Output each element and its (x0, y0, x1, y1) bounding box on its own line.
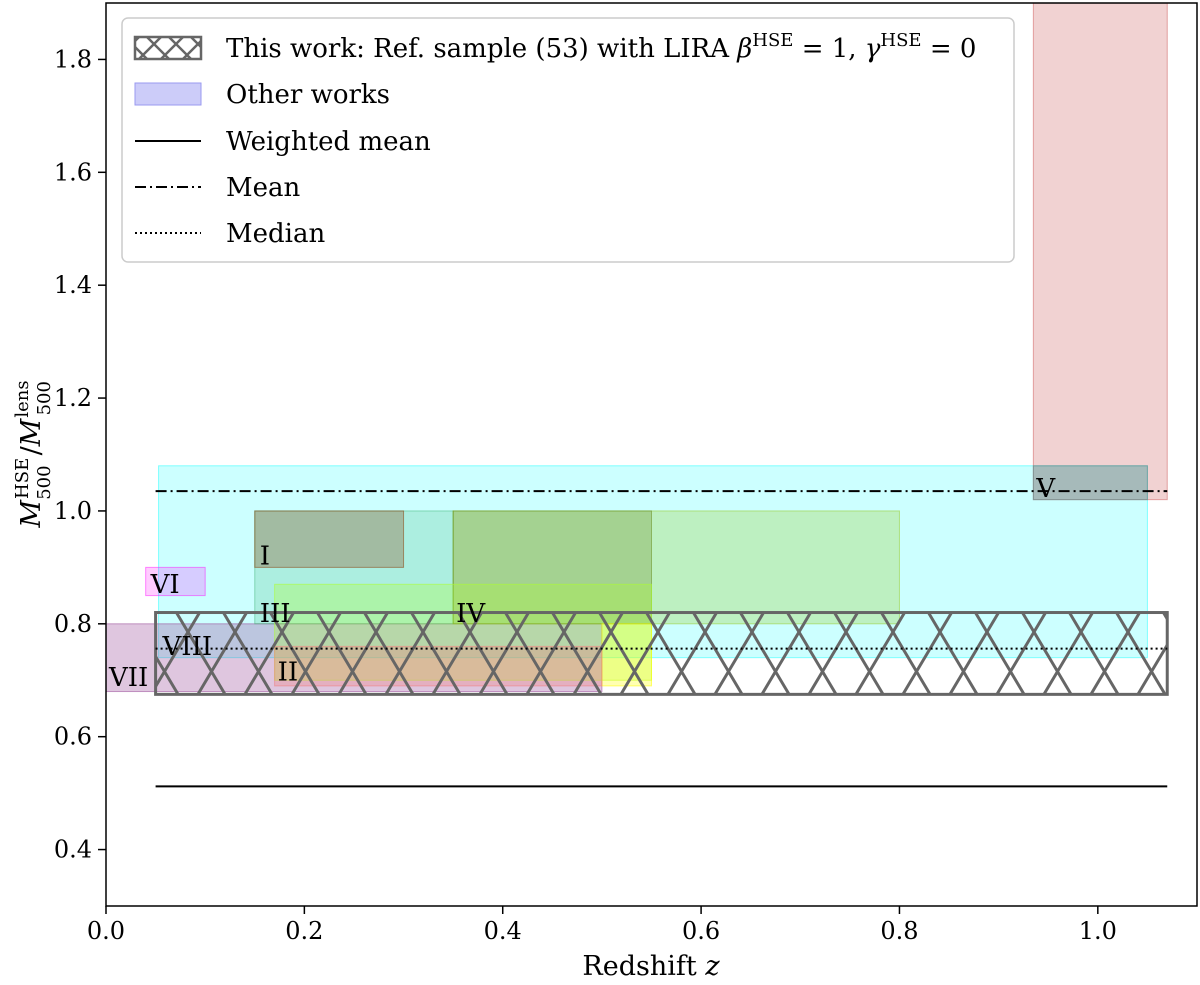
legend-label-other-works: Other works (226, 80, 390, 110)
region-label-vii: VII (108, 663, 148, 693)
legend-label-median: Median (226, 219, 325, 249)
region-overlap-8 (452, 510, 652, 625)
this-work-band (154, 611, 1169, 696)
region-label-vi: VI (150, 570, 180, 600)
y-label-m2: M (16, 417, 47, 447)
x-axis-label-text: Redshift (582, 951, 696, 982)
legend-item-weighted-mean: Weighted mean (135, 127, 431, 157)
x-axis-label-var: z (704, 951, 720, 982)
legend-label-mean: Mean (226, 173, 301, 203)
y-label-sup2: lens (12, 380, 33, 417)
region-vi (145, 566, 206, 597)
region-label-viii: VIII (162, 632, 213, 662)
y-tick-label: 1.2 (54, 384, 92, 412)
region-label-iv: IV (456, 599, 486, 629)
region-label-ii: II (278, 657, 299, 687)
legend-label-this-work: This work: Ref. sample (53) with LIRA βH… (226, 30, 976, 64)
x-tick-label: 1.0 (1079, 917, 1117, 945)
region-i (254, 510, 405, 568)
y-label-slash: / (16, 445, 47, 455)
legend-swatch-patch (134, 82, 202, 106)
x-tick-label: 0.0 (87, 917, 125, 945)
y-tick-label: 1.6 (54, 158, 92, 186)
legend-this-work-gamma-val: = 0 (922, 34, 977, 64)
legend-this-work-beta-val: = 1, (793, 34, 864, 64)
legend-label-weighted-mean: Weighted mean (226, 127, 431, 157)
y-tick-label: 1.4 (54, 271, 92, 299)
y-tick-label: 1.0 (54, 497, 92, 525)
legend-item-median: Median (135, 219, 325, 249)
x-tick-label: 0.8 (880, 917, 918, 945)
y-tick-label: 1.8 (54, 45, 92, 73)
this-work-hatch (154, 611, 1169, 696)
region-label-i: I (260, 542, 270, 572)
legend-this-work-gamma: γ (865, 34, 881, 64)
legend-this-work-beta: β (736, 34, 752, 64)
y-axis-ticks: 0.4 0.6 0.8 1.0 1.2 1.4 1.6 1.8 (54, 45, 106, 864)
y-tick-label: 0.4 (54, 836, 92, 864)
legend: This work: Ref. sample (53) with LIRA βH… (121, 17, 1015, 263)
y-label-sub2: 500 (34, 381, 55, 415)
x-tick-label: 0.6 (682, 917, 720, 945)
x-tick-label: 0.2 (285, 917, 323, 945)
y-label-sub1: 500 (34, 465, 55, 499)
legend-this-work-prefix: This work: Ref. sample (53) with LIRA (226, 34, 737, 64)
y-tick-label: 0.8 (54, 610, 92, 638)
legend-swatch-hatch (133, 35, 203, 61)
legend-item-other-works: Other works (134, 80, 390, 110)
x-axis-label: Redshift z (582, 951, 720, 982)
plot-frame (105, 2, 1198, 907)
y-label-sup1: HSE (12, 458, 33, 499)
region-iv (452, 510, 900, 625)
x-axis-ticks: 0.0 0.2 0.4 0.6 0.8 1.0 (87, 906, 1117, 945)
y-label-m1: M (16, 499, 47, 529)
legend-this-work-beta-sup: HSE (752, 30, 793, 51)
legend-item-this-work: This work: Ref. sample (53) with LIRA βH… (133, 30, 976, 64)
legend-frame (121, 17, 1015, 263)
y-axis-label: MHSE500/Mlens500 (12, 380, 55, 528)
region-overlap-2 (1032, 465, 1148, 501)
reference-lines (155, 490, 1168, 788)
region-label-iii: III (260, 599, 291, 629)
x-tick-label: 0.4 (484, 917, 522, 945)
region-v (1032, 3, 1168, 501)
legend-item-mean: Mean (135, 173, 301, 203)
legend-this-work-gamma-sup: HSE (880, 30, 921, 51)
y-tick-label: 0.6 (54, 723, 92, 751)
region-vii (106, 623, 157, 693)
region-label-v: V (1035, 474, 1056, 504)
